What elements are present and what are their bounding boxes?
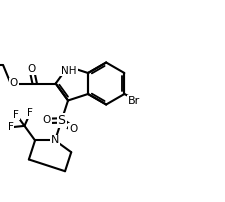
Text: F: F xyxy=(8,122,14,132)
Text: S: S xyxy=(58,114,65,127)
Text: F: F xyxy=(27,108,33,118)
Text: Br: Br xyxy=(128,96,141,106)
Text: O: O xyxy=(69,124,77,134)
Text: NH: NH xyxy=(61,65,77,76)
Text: O: O xyxy=(9,79,18,88)
Text: N: N xyxy=(51,135,59,145)
Text: F: F xyxy=(13,109,19,120)
Text: O: O xyxy=(43,115,51,125)
Text: O: O xyxy=(27,64,36,75)
Text: N: N xyxy=(51,135,59,145)
